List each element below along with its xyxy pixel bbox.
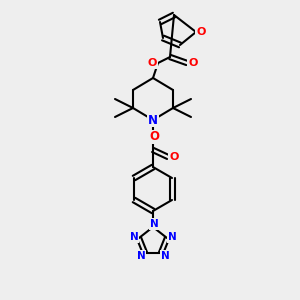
- Text: O: O: [147, 58, 157, 68]
- Text: O: O: [149, 130, 159, 143]
- Text: O: O: [188, 58, 198, 68]
- Text: N: N: [136, 251, 146, 261]
- Text: N: N: [168, 232, 176, 242]
- Text: N: N: [150, 219, 158, 229]
- Text: N: N: [160, 251, 169, 261]
- Text: O: O: [169, 152, 179, 162]
- Text: N: N: [148, 113, 158, 127]
- Text: O: O: [196, 27, 206, 37]
- Text: N: N: [130, 232, 138, 242]
